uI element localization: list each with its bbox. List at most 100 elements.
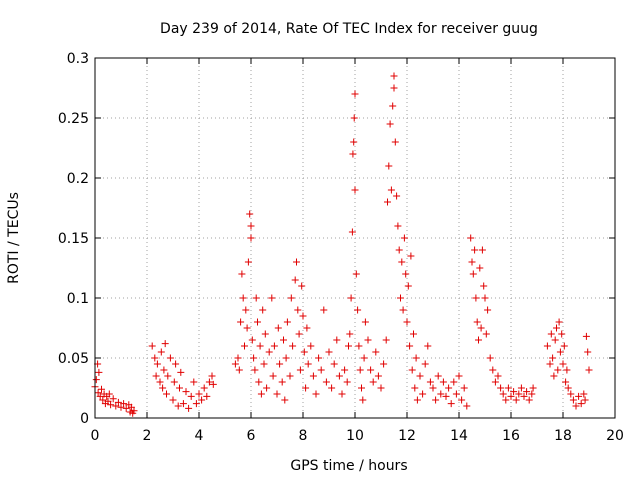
data-point-plus — [345, 342, 352, 350]
data-point-plus — [390, 72, 398, 80]
data-point-plus — [369, 378, 377, 386]
data-point-plus — [235, 366, 243, 374]
data-point-plus — [426, 378, 434, 386]
data-point-plus — [309, 372, 317, 380]
data-point-plus — [268, 294, 276, 302]
data-point-plus — [529, 384, 537, 392]
data-point-plus — [159, 384, 167, 392]
data-point-plus — [174, 402, 182, 410]
data-point-plus — [151, 354, 159, 362]
data-point-plus — [549, 354, 557, 362]
data-point-plus — [391, 138, 399, 146]
data-point-plus — [350, 138, 358, 146]
data-point-plus — [120, 400, 128, 408]
data-point-plus — [351, 186, 359, 194]
data-point-plus — [351, 90, 359, 98]
data-point-plus — [387, 186, 395, 194]
data-point-plus — [478, 246, 486, 254]
data-point-plus — [510, 388, 518, 396]
data-point-plus — [577, 400, 585, 408]
data-point-plus — [477, 324, 485, 332]
data-point-plus — [302, 384, 310, 392]
data-point-plus — [156, 378, 164, 386]
data-point-plus — [348, 228, 356, 236]
data-point-plus — [239, 294, 247, 302]
data-point-plus — [161, 340, 169, 348]
data-point-plus — [481, 294, 489, 302]
data-point-plus — [546, 360, 554, 368]
data-point-plus — [559, 360, 567, 368]
data-point-plus — [355, 342, 363, 350]
chart-title: Day 239 of 2014, Rate Of TEC Index for r… — [160, 21, 538, 37]
x-tick-label: 10 — [346, 428, 364, 444]
data-point-plus — [429, 384, 437, 392]
data-point-plus — [475, 336, 482, 344]
data-point-plus — [105, 390, 113, 398]
data-point-plus — [349, 150, 357, 158]
data-point-plus — [502, 396, 510, 404]
data-point-plus — [293, 258, 300, 266]
data-point-plus — [553, 324, 560, 332]
data-point-plus — [237, 318, 245, 326]
data-point-plus — [238, 270, 246, 278]
y-tick-label: 0 — [80, 411, 89, 427]
data-point-plus — [507, 392, 515, 400]
data-point-plus — [442, 392, 450, 400]
data-point-plus — [259, 306, 267, 314]
data-point-plus — [413, 396, 421, 404]
data-point-plus — [296, 366, 304, 374]
x-tick-label: 0 — [91, 428, 100, 444]
data-point-plus — [499, 390, 507, 398]
data-point-plus — [338, 390, 346, 398]
data-point-plus — [512, 396, 520, 404]
data-point-plus — [328, 384, 336, 392]
data-point-plus — [276, 360, 284, 368]
y-tick-label: 0.15 — [58, 231, 89, 247]
data-point-plus — [172, 360, 180, 368]
data-point-plus — [437, 390, 445, 398]
data-point-plus — [163, 390, 170, 398]
data-point-plus — [187, 392, 195, 400]
data-point-plus — [416, 372, 424, 380]
data-point-plus — [411, 384, 419, 392]
data-point-plus — [109, 395, 117, 403]
data-point-plus — [399, 306, 407, 314]
data-point-plus — [333, 336, 341, 344]
data-point-plus — [282, 354, 290, 362]
data-point-plus — [248, 336, 256, 344]
data-point-plus — [382, 336, 390, 344]
data-point-plus — [408, 366, 416, 374]
data-point-plus — [397, 294, 404, 302]
data-point-plus — [494, 372, 502, 380]
data-point-plus — [467, 234, 475, 242]
data-point-plus — [104, 397, 112, 405]
data-point-plus — [460, 384, 468, 392]
data-point-plus — [320, 306, 328, 314]
data-point-plus — [335, 372, 343, 380]
x-axis-label: GPS time / hours — [290, 458, 407, 474]
data-point-plus — [256, 342, 264, 350]
data-point-plus — [289, 342, 297, 350]
data-point-plus — [153, 360, 161, 368]
data-point-plus — [356, 366, 364, 374]
data-point-plus — [380, 360, 388, 368]
data-point-plus — [398, 258, 406, 266]
data-point-plus — [330, 360, 338, 368]
data-point-plus — [395, 246, 403, 254]
data-point-plus — [298, 282, 306, 290]
data-point-plus — [286, 372, 294, 380]
data-point-plus — [112, 402, 120, 410]
data-point-plus — [447, 400, 455, 408]
data-point-plus — [419, 390, 427, 398]
data-point-plus — [107, 401, 115, 409]
data-point-plus — [127, 403, 135, 411]
data-point-plus — [315, 354, 323, 362]
data-point-plus — [497, 384, 505, 392]
data-point-plus — [122, 404, 130, 412]
data-point-plus — [560, 342, 568, 350]
data-point-plus — [359, 396, 367, 404]
data-point-plus — [164, 372, 172, 380]
data-point-plus — [432, 396, 440, 404]
data-point-plus — [434, 372, 442, 380]
data-point-plus — [177, 368, 185, 376]
